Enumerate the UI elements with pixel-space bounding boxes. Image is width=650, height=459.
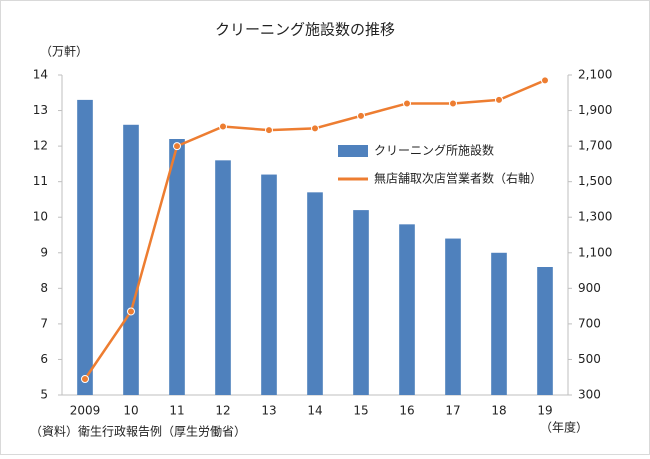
bar bbox=[445, 238, 461, 395]
x-tick-label: 10 bbox=[123, 404, 138, 418]
line-marker bbox=[265, 126, 273, 135]
bar bbox=[215, 160, 231, 395]
x-tick-label: 17 bbox=[445, 404, 460, 418]
line-marker bbox=[495, 95, 503, 104]
bar bbox=[353, 210, 369, 395]
y-tick-label: 6 bbox=[40, 352, 48, 366]
y-tick-label: 14 bbox=[33, 68, 48, 82]
x-tick-label: 13 bbox=[261, 404, 276, 418]
x-tick-label: 11 bbox=[169, 404, 184, 418]
bar bbox=[261, 174, 277, 395]
y2-tick-label: 500 bbox=[578, 352, 601, 366]
y-tick-label: 10 bbox=[33, 210, 48, 224]
line-marker bbox=[357, 111, 365, 120]
x-tick-label: 16 bbox=[399, 404, 414, 418]
line-marker bbox=[311, 124, 319, 133]
y2-tick-label: 1,700 bbox=[578, 139, 612, 153]
source-note: （資料）衛生行政報告例（厚生労働省） bbox=[30, 425, 246, 439]
legend-swatch bbox=[338, 145, 368, 157]
x-tick-label: 14 bbox=[307, 404, 322, 418]
legend-label: 無店舗取次店営業者数（右軸） bbox=[374, 171, 542, 186]
x-axis-label: （年度） bbox=[540, 420, 588, 435]
x-tick-label: 18 bbox=[491, 404, 506, 418]
line-marker bbox=[219, 122, 227, 131]
legend-label: クリーニング所施設数 bbox=[374, 143, 494, 158]
y2-tick-label: 2,100 bbox=[578, 68, 612, 82]
line-marker bbox=[403, 99, 411, 108]
line-marker bbox=[81, 375, 89, 383]
x-tick-label: 12 bbox=[215, 404, 230, 418]
x-tick-label: 19 bbox=[537, 404, 552, 418]
y2-tick-label: 1,500 bbox=[578, 174, 612, 188]
y-tick-label: 9 bbox=[40, 245, 48, 259]
x-tick-label: 15 bbox=[353, 404, 368, 418]
bar bbox=[77, 99, 93, 395]
bar bbox=[169, 139, 185, 395]
line-marker bbox=[449, 99, 457, 108]
bar bbox=[491, 252, 507, 395]
y-tick-label: 11 bbox=[33, 174, 48, 188]
x-tick-label: 2009 bbox=[70, 404, 101, 418]
y2-tick-label: 1,300 bbox=[578, 210, 612, 224]
line-marker bbox=[173, 142, 181, 151]
y-tick-label: 7 bbox=[40, 316, 48, 330]
y-tick-label: 12 bbox=[33, 139, 48, 153]
line-marker bbox=[127, 307, 135, 316]
bar bbox=[537, 267, 553, 395]
y-tick-label: 8 bbox=[40, 281, 48, 295]
y2-tick-label: 900 bbox=[578, 281, 601, 295]
bar bbox=[307, 192, 323, 395]
y2-tick-label: 1,900 bbox=[578, 103, 612, 117]
y-tick-label: 5 bbox=[40, 388, 48, 402]
bar bbox=[123, 124, 139, 396]
chart-title: クリーニング施設数の推移 bbox=[215, 21, 395, 39]
y2-tick-label: 1,100 bbox=[578, 245, 612, 259]
line-marker bbox=[541, 76, 549, 85]
y2-tick-label: 300 bbox=[578, 388, 601, 402]
y2-tick-label: 700 bbox=[578, 316, 601, 330]
y-axis-label: （万軒） bbox=[40, 45, 88, 59]
y-tick-label: 13 bbox=[33, 103, 48, 117]
bar bbox=[399, 224, 415, 395]
